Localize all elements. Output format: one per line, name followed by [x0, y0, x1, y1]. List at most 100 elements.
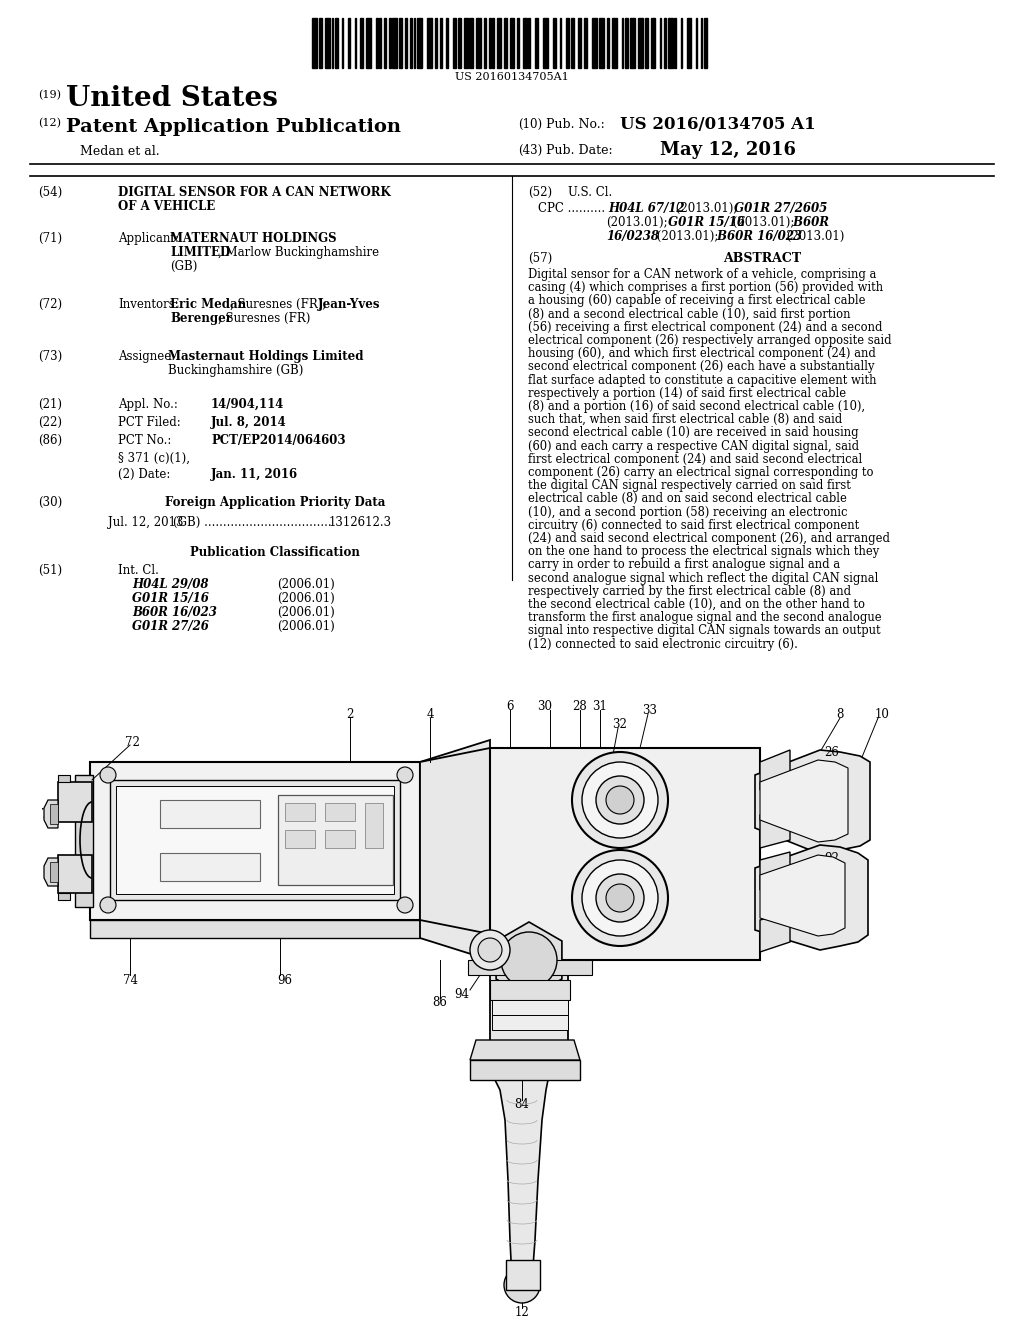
Bar: [446, 18, 449, 69]
Text: Inventors:: Inventors:: [118, 298, 179, 312]
Text: United States: United States: [66, 84, 278, 112]
Text: 30: 30: [538, 700, 553, 713]
Text: 26: 26: [824, 746, 840, 759]
Text: (10), and a second portion (58) receiving an electronic: (10), and a second portion (58) receivin…: [528, 506, 848, 519]
Bar: [332, 18, 333, 69]
Text: 16/0238: 16/0238: [606, 230, 659, 243]
Text: 84: 84: [515, 1098, 529, 1111]
Bar: [700, 18, 702, 69]
Bar: [58, 781, 92, 822]
Bar: [359, 18, 362, 69]
Text: (72): (72): [38, 298, 62, 312]
Text: PCT/EP2014/064603: PCT/EP2014/064603: [211, 434, 346, 447]
Polygon shape: [760, 808, 790, 847]
Text: 28: 28: [572, 700, 588, 713]
Text: 76: 76: [41, 808, 55, 821]
Text: LIMITED: LIMITED: [170, 246, 230, 259]
Bar: [484, 18, 485, 69]
Bar: [490, 748, 760, 960]
Bar: [458, 18, 461, 69]
Text: Appl. No.:: Appl. No.:: [118, 399, 178, 411]
Text: 31: 31: [593, 700, 607, 713]
Text: (73): (73): [38, 350, 62, 363]
Bar: [492, 1015, 568, 1030]
Bar: [498, 18, 501, 69]
Text: Int. Cl.: Int. Cl.: [118, 564, 159, 577]
Bar: [535, 18, 539, 69]
Text: 92: 92: [824, 851, 840, 865]
Polygon shape: [760, 760, 848, 842]
Circle shape: [572, 850, 668, 946]
Text: flat surface adapted to constitute a capacitive element with: flat surface adapted to constitute a cap…: [528, 374, 877, 387]
Text: (30): (30): [38, 496, 62, 510]
Bar: [592, 18, 597, 69]
Circle shape: [596, 776, 644, 824]
Text: Jul. 8, 2014: Jul. 8, 2014: [211, 416, 287, 429]
Text: Applicant:: Applicant:: [118, 232, 179, 246]
Text: 12: 12: [515, 1305, 529, 1319]
Text: 16: 16: [824, 801, 840, 814]
Text: 33: 33: [642, 704, 657, 717]
Text: electrical cable (8) and on said second electrical cable: electrical cable (8) and on said second …: [528, 492, 847, 506]
Polygon shape: [468, 960, 592, 975]
Text: MATERNAUT HOLDINGS: MATERNAUT HOLDINGS: [170, 232, 337, 246]
Bar: [285, 803, 315, 821]
Text: 14/904,114: 14/904,114: [211, 399, 285, 411]
Text: (2006.01): (2006.01): [278, 578, 335, 591]
Bar: [659, 18, 662, 69]
Polygon shape: [470, 1040, 580, 1060]
Bar: [325, 803, 355, 821]
Bar: [160, 853, 260, 880]
Bar: [681, 18, 682, 69]
Circle shape: [572, 752, 668, 847]
Text: a housing (60) capable of receiving a first electrical cable: a housing (60) capable of receiving a fi…: [528, 294, 865, 308]
Text: § 371 (c)(1),: § 371 (c)(1),: [118, 451, 190, 465]
Text: second electrical cable (10) are received in said housing: second electrical cable (10) are receive…: [528, 426, 859, 440]
Bar: [75, 775, 93, 907]
Text: electrical component (26) respectively arranged opposite said: electrical component (26) respectively a…: [528, 334, 892, 347]
Text: H04L 67/12: H04L 67/12: [608, 202, 684, 215]
Bar: [50, 862, 58, 882]
Bar: [399, 18, 402, 69]
Text: 72: 72: [125, 735, 139, 748]
Bar: [110, 780, 400, 900]
Text: signal into respective digital CAN signals towards an output: signal into respective digital CAN signa…: [528, 624, 881, 638]
Polygon shape: [58, 894, 70, 900]
Text: Masternaut Holdings Limited: Masternaut Holdings Limited: [168, 350, 364, 363]
Text: B60R: B60R: [790, 216, 829, 228]
Text: 14: 14: [203, 855, 217, 869]
Bar: [90, 920, 420, 939]
Circle shape: [397, 898, 413, 913]
Circle shape: [100, 767, 116, 783]
Text: (2013.01): (2013.01): [783, 230, 845, 243]
Bar: [625, 18, 629, 69]
Bar: [116, 785, 394, 894]
Bar: [384, 18, 386, 69]
Text: (56) receiving a first electrical component (24) and a second: (56) receiving a first electrical compon…: [528, 321, 883, 334]
Text: (43): (43): [518, 144, 543, 157]
Polygon shape: [420, 741, 490, 960]
Text: U.S. Cl.: U.S. Cl.: [568, 186, 612, 199]
Text: Assignee:: Assignee:: [118, 350, 175, 363]
Polygon shape: [58, 775, 70, 781]
Bar: [492, 1001, 568, 1015]
Bar: [348, 18, 350, 69]
Text: US 2016/0134705 A1: US 2016/0134705 A1: [620, 116, 816, 133]
Text: (2006.01): (2006.01): [278, 591, 335, 605]
Circle shape: [397, 767, 413, 783]
Bar: [630, 18, 635, 69]
Bar: [160, 800, 260, 828]
Bar: [638, 18, 643, 69]
Bar: [517, 18, 518, 69]
Text: Berenger: Berenger: [170, 312, 232, 325]
Text: Pub. Date:: Pub. Date:: [546, 144, 612, 157]
Text: (71): (71): [38, 232, 62, 246]
Text: (52): (52): [528, 186, 552, 199]
Text: Eric Medan: Eric Medan: [170, 298, 246, 312]
Text: (51): (51): [38, 564, 62, 577]
Text: 2: 2: [346, 708, 353, 721]
Bar: [584, 18, 588, 69]
Bar: [278, 795, 393, 884]
Bar: [335, 18, 338, 69]
Polygon shape: [44, 800, 58, 828]
